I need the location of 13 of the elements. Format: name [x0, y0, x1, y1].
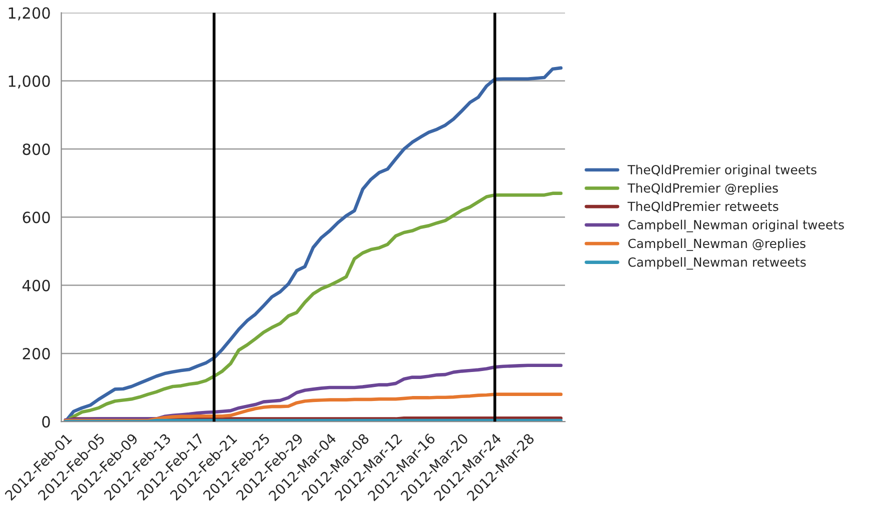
y-tick-label: 1,200 — [8, 7, 50, 20]
y-tick-label: 200 — [22, 348, 50, 360]
legend-label: TheQldPremier retweets — [628, 201, 778, 213]
y-tick-label: 600 — [22, 212, 50, 224]
y-tick-label: 0 — [42, 416, 50, 428]
y-tick-label: 1,000 — [8, 75, 50, 88]
legend-label: Campbell_Newman original tweets — [628, 220, 844, 232]
legend-label: Campbell_Newman @replies — [628, 238, 806, 251]
legend-label: TheQldPremier original tweets — [628, 164, 816, 177]
y-tick-label: 400 — [22, 280, 50, 292]
legend-label: TheQldPremier @replies — [628, 183, 778, 196]
legend-label: Campbell_Newman retweets — [628, 257, 806, 270]
y-tick-label: 800 — [22, 144, 50, 156]
